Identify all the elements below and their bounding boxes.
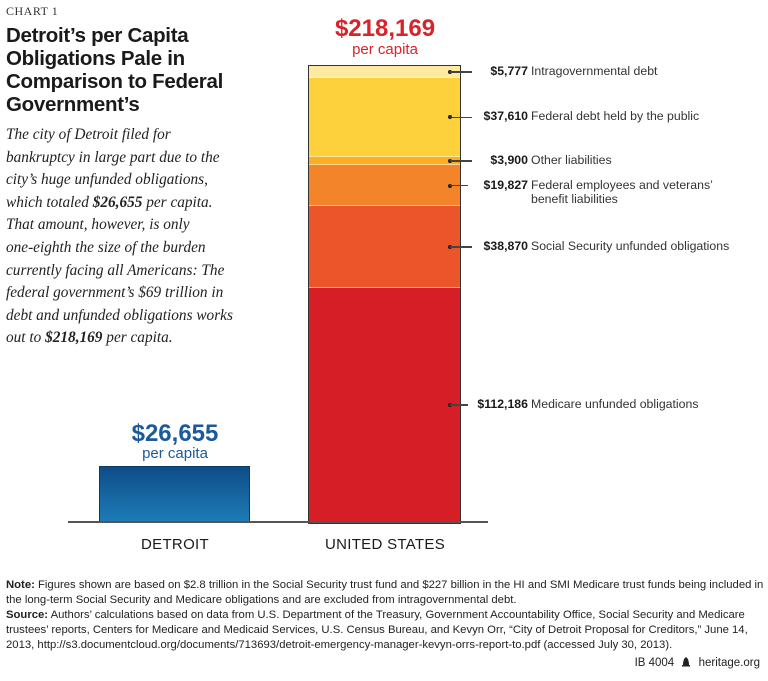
emphasis-value: $218,169 (45, 329, 103, 347)
segment-value: $37,610 (483, 109, 528, 124)
description-line: That amount, however, is only (6, 214, 306, 237)
text: per capita. (102, 329, 173, 347)
description-line: city’s huge unfunded obligations, (6, 169, 306, 192)
description-line: bankruptcy in large part due to the (6, 147, 306, 170)
site-name: heritage.org (698, 657, 760, 669)
text: which totaled (6, 193, 93, 211)
notes: Note: Figures shown are based on $2.8 tr… (6, 578, 766, 653)
segment-name: Federal employees and veterans’ (531, 177, 713, 192)
segment-value: $112,186 (477, 396, 528, 411)
source: Source: Authors’ calculations based on d… (6, 609, 748, 651)
text: out to (6, 329, 46, 347)
bar-segment (309, 164, 460, 207)
liberty-bell-icon (681, 656, 691, 670)
leader-line (450, 160, 472, 162)
text: currently facing all Americans: The (6, 261, 225, 279)
us-total-label: $218,169 (334, 15, 436, 42)
bar-detroit (99, 466, 250, 522)
bar-us-outline (308, 65, 461, 524)
leader-line (450, 71, 472, 73)
description-line: currently facing all Americans: The (6, 260, 306, 283)
description-line: one-eighth the size of the burden (6, 237, 306, 260)
bar-segment (309, 78, 460, 157)
bar-segment (309, 156, 460, 165)
segment-name: Social Security unfunded obligations (531, 238, 730, 253)
text: That amount, however, is only (6, 216, 190, 234)
text: The city of Detroit filed for (6, 126, 171, 143)
category-united-states: UNITED STATES (324, 536, 446, 553)
description-line: debt and unfunded obligations works (6, 305, 306, 328)
brief-id: IB 4004 (634, 657, 675, 669)
chart-number: CHART 1 (6, 4, 59, 18)
segment-name-cont: benefit liabilities (531, 191, 618, 206)
emphasis-value: $26,655 (92, 193, 143, 211)
description-line: out to $218,169 per capita. (6, 327, 306, 350)
segment-name: Other liabilities (531, 152, 612, 167)
note: Note: Figures shown are based on $2.8 tr… (6, 579, 764, 606)
text: one-eighth the size of the burden (6, 238, 206, 256)
segment-value: $3,900 (490, 152, 528, 167)
text: per capita. (142, 193, 213, 211)
leader-line (450, 184, 468, 187)
segment-name: Federal debt held by the public (531, 109, 700, 124)
text: bankruptcy in large part due to the (6, 148, 220, 166)
chart-description: The city of Detroit filed for bankruptcy … (6, 124, 306, 350)
bar-segment (309, 206, 460, 288)
segment-value: $5,777 (490, 64, 528, 79)
segment-value: $19,827 (483, 177, 528, 192)
description-line: The city of Detroit filed for (6, 124, 306, 147)
text: city’s huge unfunded obligations, (6, 171, 208, 189)
leader-line (450, 404, 468, 406)
leader-line (450, 246, 472, 248)
leader-line (450, 116, 472, 119)
category-detroit: DETROIT (141, 536, 209, 553)
detroit-per-capita-label: per capita (142, 445, 208, 462)
description-line: federal government’s $69 trillion in (6, 282, 306, 305)
segment-value: $38,870 (483, 238, 528, 253)
bar-segment (309, 66, 460, 79)
footer: IB 4004 heritage.org (635, 656, 760, 670)
text: federal government’s $69 trillion in (6, 284, 224, 302)
description-line: which totaled $26,655 per capita. (6, 192, 306, 215)
bar-segment (309, 287, 460, 522)
us-per-capita-label: per capita (352, 41, 418, 58)
detroit-total-label: $26,655 (131, 420, 219, 447)
segment-name: Medicare unfunded obligations (531, 396, 699, 411)
chart-title: Detroit’s per Capita Obligations Pale in… (6, 24, 223, 116)
text: debt and unfunded obligations works (6, 306, 233, 324)
baseline (68, 521, 488, 523)
segment-name: Intragovernmental debt (531, 64, 658, 79)
